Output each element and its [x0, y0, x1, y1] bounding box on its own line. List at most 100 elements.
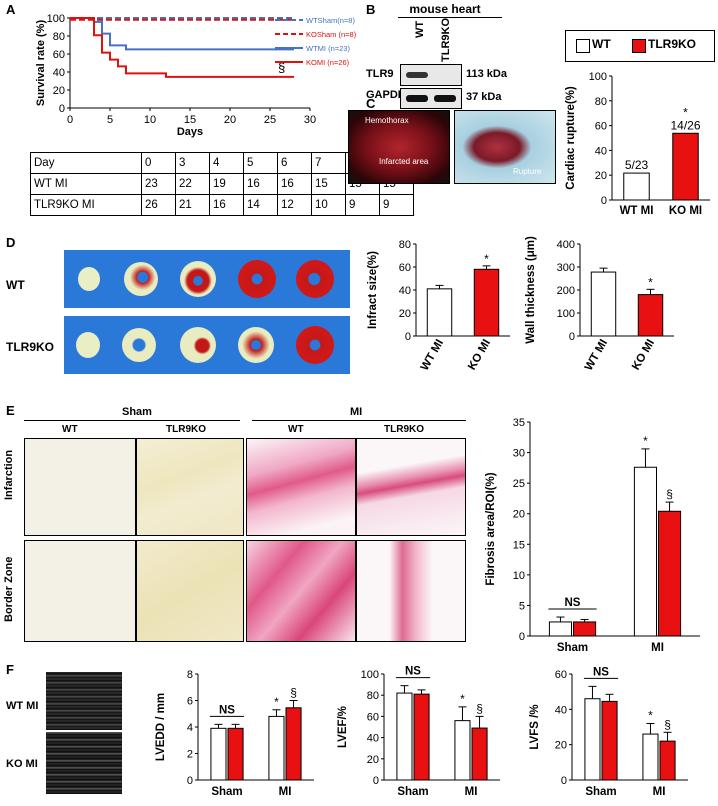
bar — [473, 268, 500, 337]
y-tick-label: 2 — [187, 749, 193, 761]
y-tick-label: 20 — [595, 170, 607, 182]
band-gapdh-ko — [434, 95, 456, 102]
y-tick-label: 30 — [513, 448, 525, 460]
y-tick-label: 5 — [519, 600, 525, 612]
y-tick-label: 20 — [399, 308, 411, 320]
infarcted-area-label: Infarcted area — [379, 157, 429, 166]
legend-label-wt: WT — [592, 37, 611, 51]
y-tick-label: 100 — [47, 13, 65, 25]
y-tick-label: 100 — [557, 308, 575, 320]
bar — [672, 132, 699, 201]
table-cell: 22 — [175, 173, 210, 195]
heart-slice — [238, 327, 274, 363]
table-cell: 12 — [277, 194, 312, 216]
table-cell: 19 — [209, 173, 244, 195]
y-tick-label: 80 — [367, 690, 379, 702]
x-tick-label: Sham — [585, 786, 616, 798]
y-axis-label: Cardiac rupture(%) — [565, 86, 577, 190]
slice-row-label-wt: WT — [6, 278, 25, 292]
table-cell: 21 — [175, 194, 210, 216]
heart-slice — [78, 267, 100, 291]
panel-letter-d: D — [6, 235, 16, 250]
significance-mark: * — [643, 434, 648, 448]
data-label: 14/26 — [670, 118, 700, 132]
col-label: WT — [288, 424, 304, 435]
blot-gapdh — [400, 88, 462, 109]
col-label: TLR9KO — [384, 424, 424, 435]
bar — [601, 700, 618, 781]
group-legend: WT TLR9KO — [565, 30, 715, 62]
panel-letter-f: F — [6, 662, 14, 677]
x-tick-label: Sham — [397, 786, 428, 798]
bar — [642, 733, 659, 781]
group-rule-mi — [252, 420, 466, 421]
y-tick-label: 40 — [595, 145, 607, 157]
table-cell: 23 — [141, 173, 176, 195]
table-cell: 14 — [243, 194, 278, 216]
y-tick-label: 20 — [53, 85, 65, 97]
y-tick-label: 8 — [187, 669, 193, 681]
survival-table: Day 0 3 4 5 6 7 12 28 WT MI 23 22 19 16 … — [30, 152, 414, 216]
y-tick-label: 10 — [513, 570, 525, 582]
y-tick-label: 0 — [405, 331, 411, 343]
echo-mmode-ko — [46, 732, 122, 794]
table-cell: 9 — [379, 194, 414, 216]
survival-chart: 0 20 40 60 80 100 0 5 10 15 20 25 30 Days Survival rat… — [35, 13, 357, 138]
y-tick-label: 80 — [53, 31, 65, 43]
significance-mark: § — [476, 701, 483, 715]
table-cell: 15 — [311, 173, 346, 195]
y-axis-label: LVFS /% — [529, 704, 541, 749]
col-label: TLR9KO — [166, 424, 206, 435]
rupture-photo: Rupture — [454, 110, 556, 184]
y-tick-label: 6 — [187, 696, 193, 708]
band-name-gapdh: GAPDH — [366, 89, 406, 101]
table-cell: 7 — [311, 152, 346, 174]
x-tick-label: KO MI — [630, 338, 657, 373]
row-label-infarction: Infarction — [3, 449, 15, 500]
y-tick-label: 200 — [557, 285, 575, 297]
bar — [658, 510, 682, 637]
ns-label: NS — [593, 666, 609, 678]
rupture-label: Rupture — [513, 167, 542, 176]
bar — [584, 698, 601, 781]
significance-mark: * — [683, 105, 688, 119]
bar — [227, 727, 244, 781]
bar — [573, 621, 597, 637]
table-cell: 16 — [243, 173, 278, 195]
x-tick-label: 5 — [107, 114, 113, 126]
histology-mi-ko-border — [356, 540, 466, 642]
histology-mi-ko-infarction — [356, 438, 466, 536]
legend-label-ko: TLR9KO — [648, 37, 696, 51]
table-cell: 9 — [345, 194, 380, 216]
bar — [623, 172, 650, 201]
lane-label-tlr9ko: TLR9KO — [440, 18, 452, 62]
row-label-border-zone: Border Zone — [3, 556, 15, 622]
x-tick-label: MI — [465, 786, 478, 798]
col-label: WT — [62, 424, 78, 435]
table-cell: 0 — [141, 152, 176, 174]
x-tick-label: KO MI — [669, 205, 702, 217]
x-tick-label: MI — [279, 786, 292, 798]
heart-slice — [238, 260, 276, 298]
x-tick-label: WT MI — [419, 338, 446, 373]
y-tick-label: 60 — [367, 711, 379, 723]
group-header-mi: MI — [350, 406, 363, 418]
data-label: 5/23 — [625, 158, 649, 172]
heart-slice — [76, 332, 100, 358]
x-axis-label: Days — [177, 126, 203, 138]
x-tick-label: MI — [651, 642, 664, 654]
y-tick-label: 300 — [557, 262, 575, 274]
y-axis-label: Wall thickness (μm) — [525, 236, 537, 344]
ttc-slices-wt — [64, 250, 350, 308]
ns-label: NS — [219, 704, 235, 716]
heart-slice — [296, 326, 334, 364]
significance-mark: * — [648, 275, 653, 289]
lane-label-wt: WT — [414, 20, 426, 38]
band-tlr9-wt — [406, 72, 428, 78]
histology-sham-wt-infarction — [24, 438, 136, 536]
y-tick-label: 100 — [589, 71, 607, 83]
significance-mark: * — [484, 252, 489, 266]
x-tick-label: 30 — [304, 114, 316, 126]
hemothorax-label: Hemothorax — [365, 116, 409, 125]
survival-line-2 — [70, 17, 294, 51]
